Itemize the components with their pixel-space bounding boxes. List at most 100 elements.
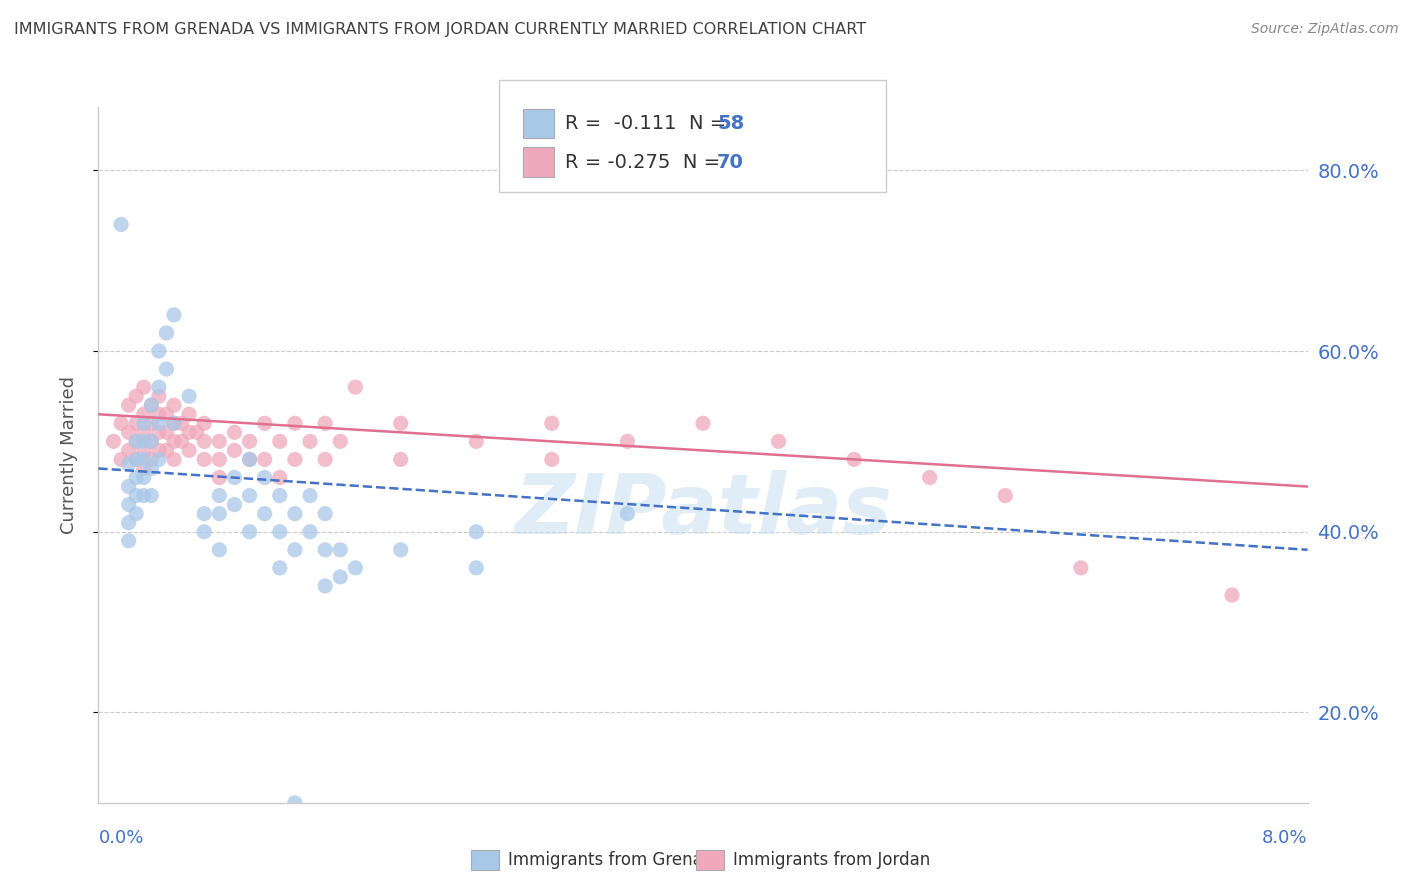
Point (179, 425, 201, 440)
Point (148, 380, 170, 394)
Point (269, 561, 291, 575)
Point (163, 452, 186, 467)
Point (269, 489, 291, 503)
Point (132, 407, 155, 421)
Point (239, 434, 262, 449)
Point (163, 434, 186, 449)
Point (170, 417, 193, 431)
Point (224, 470, 246, 484)
Point (299, 489, 322, 503)
Point (125, 507, 148, 521)
Point (299, 434, 322, 449)
Point (224, 443, 246, 458)
Point (110, 452, 132, 467)
Point (103, 434, 125, 449)
Point (389, 452, 412, 467)
Point (253, 452, 276, 467)
Point (465, 561, 488, 575)
Point (132, 443, 155, 458)
Point (118, 443, 141, 458)
Point (193, 434, 215, 449)
Text: Source: ZipAtlas.com: Source: ZipAtlas.com (1251, 22, 1399, 37)
Point (132, 470, 155, 484)
Point (179, 407, 201, 421)
Point (125, 470, 148, 484)
Point (269, 524, 291, 539)
Point (224, 425, 246, 440)
Point (193, 524, 215, 539)
Point (994, 489, 1017, 503)
Point (344, 380, 367, 394)
Point (1070, 561, 1092, 575)
Point (389, 542, 412, 557)
Point (239, 489, 262, 503)
Point (141, 489, 163, 503)
Point (163, 417, 186, 431)
Point (141, 434, 163, 449)
Text: 8.0%: 8.0% (1263, 829, 1308, 847)
Point (179, 443, 201, 458)
Point (389, 417, 412, 431)
Point (141, 461, 163, 475)
Point (208, 507, 231, 521)
Text: R =  -0.111  N =: R = -0.111 N = (565, 114, 733, 134)
Point (344, 561, 367, 575)
Point (163, 417, 186, 431)
Text: ZIPatlas: ZIPatlas (515, 470, 891, 551)
Point (118, 498, 141, 512)
Point (269, 434, 291, 449)
Y-axis label: Currently Married: Currently Married (59, 376, 77, 534)
Point (179, 389, 201, 403)
Point (132, 452, 155, 467)
Point (314, 542, 336, 557)
Point (329, 434, 352, 449)
Point (148, 443, 170, 458)
Point (253, 507, 276, 521)
Point (541, 452, 564, 467)
Point (314, 507, 336, 521)
Point (253, 470, 276, 484)
Text: IMMIGRANTS FROM GRENADA VS IMMIGRANTS FROM JORDAN CURRENTLY MARRIED CORRELATION : IMMIGRANTS FROM GRENADA VS IMMIGRANTS FR… (14, 22, 866, 37)
Point (465, 524, 488, 539)
Point (616, 434, 638, 449)
Point (132, 434, 155, 449)
Point (193, 507, 215, 521)
Point (155, 407, 177, 421)
Point (141, 434, 163, 449)
Point (132, 461, 155, 475)
Point (118, 398, 141, 412)
Text: R = -0.275  N =: R = -0.275 N = (565, 153, 727, 172)
Point (692, 417, 714, 431)
Point (148, 407, 170, 421)
Point (224, 498, 246, 512)
Point (118, 533, 141, 548)
Point (844, 452, 866, 467)
Point (141, 398, 163, 412)
Point (125, 452, 148, 467)
Point (284, 507, 307, 521)
Point (163, 398, 186, 412)
Point (269, 470, 291, 484)
Point (208, 452, 231, 467)
Point (125, 417, 148, 431)
Point (208, 434, 231, 449)
Point (918, 470, 941, 484)
Point (118, 457, 141, 471)
Point (125, 389, 148, 403)
Point (193, 417, 215, 431)
Point (155, 425, 177, 440)
Point (299, 524, 322, 539)
Point (110, 417, 132, 431)
Point (148, 389, 170, 403)
Point (329, 542, 352, 557)
Point (239, 452, 262, 467)
Point (284, 542, 307, 557)
Point (208, 489, 231, 503)
Text: 58: 58 (717, 114, 744, 134)
Point (148, 344, 170, 359)
Point (284, 452, 307, 467)
Point (148, 452, 170, 467)
Point (239, 452, 262, 467)
Point (141, 452, 163, 467)
Point (118, 516, 141, 530)
